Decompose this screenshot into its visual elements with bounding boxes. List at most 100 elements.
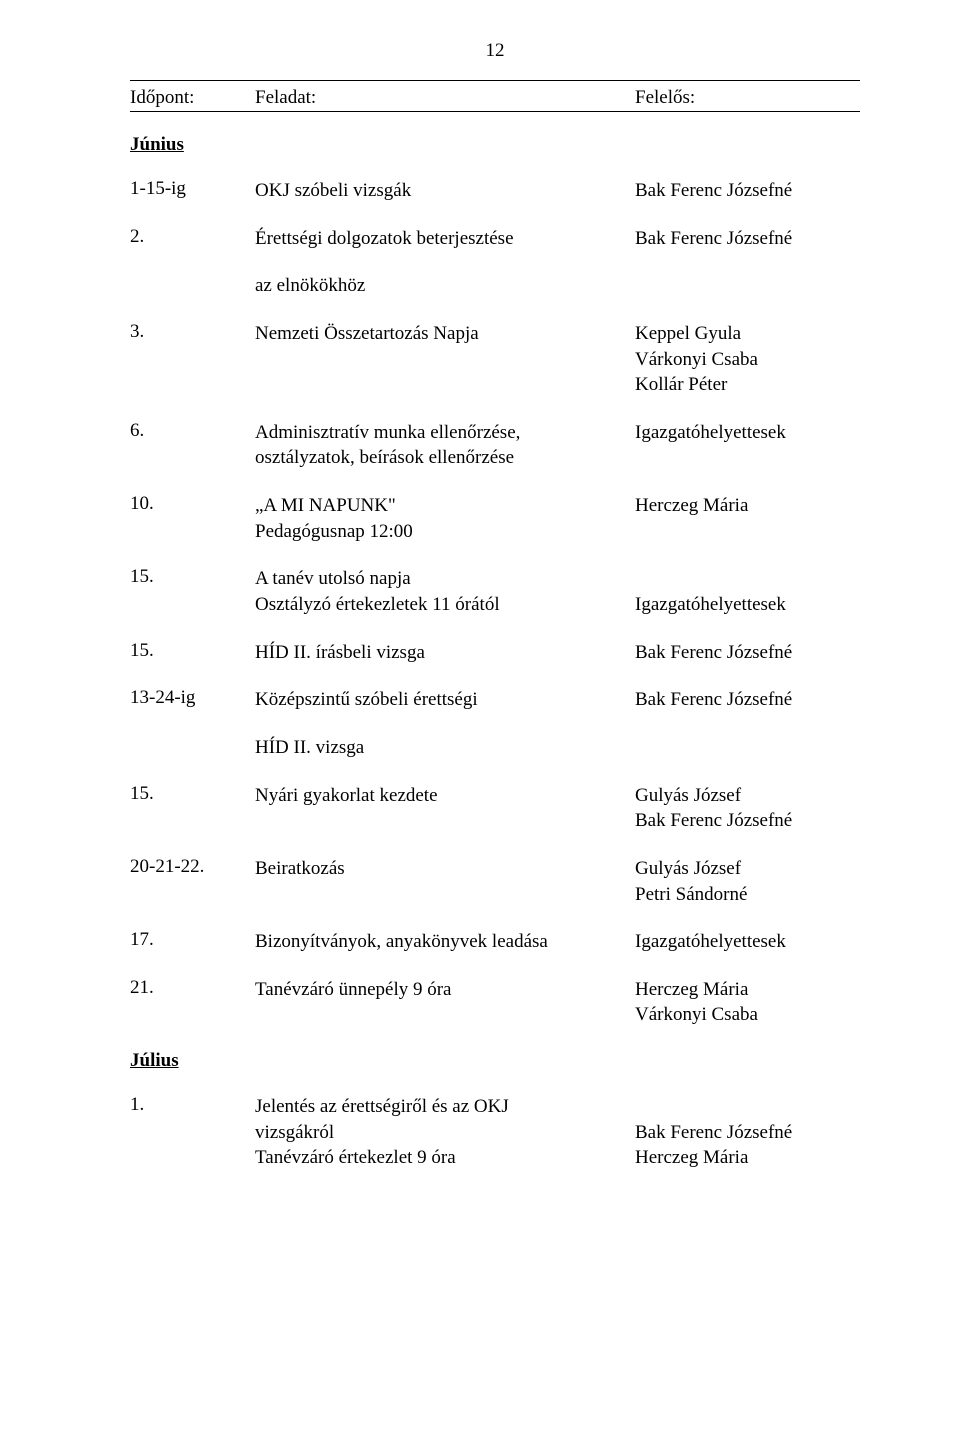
task-line: vizsgákról (255, 1120, 635, 1146)
task-cell: A tanév utolsó napjaOsztályzó értekezlet… (255, 566, 635, 617)
responsible-cell: Keppel GyulaVárkonyi CsabaKollár Péter (635, 321, 860, 398)
date-cell: 1. (130, 1094, 255, 1116)
task-line: „A MI NAPUNK" (255, 493, 635, 519)
table-row: 10.„A MI NAPUNK"Pedagógusnap 12:00Hercze… (130, 493, 860, 544)
task-cell: HÍD II. írásbeli vizsga (255, 640, 635, 666)
task-line: az elnökökhöz (255, 273, 635, 299)
responsible-cell: Igazgatóhelyettesek (635, 929, 860, 955)
responsible-line: Igazgatóhelyettesek (635, 592, 860, 618)
table-row: 3.Nemzeti Összetartozás NapjaKeppel Gyul… (130, 321, 860, 398)
responsible-line: Bak Ferenc Józsefné (635, 808, 860, 834)
task-cell: Beiratkozás (255, 856, 635, 882)
date-cell: 13-24-ig (130, 687, 255, 709)
table-row: 1.Jelentés az érettségiről és az OKJvizs… (130, 1094, 860, 1171)
task-line: Adminisztratív munka ellenőrzése, (255, 420, 635, 446)
responsible-line: Bak Ferenc Józsefné (635, 1120, 860, 1146)
page: 12 Időpont: Feladat: Felelős: Június 1-1… (0, 0, 960, 1440)
table-row: 13-24-igKözépszintű szóbeli érettségiBak… (130, 687, 860, 713)
task-cell: Jelentés az érettségiről és az OKJvizsgá… (255, 1094, 635, 1171)
header-responsible: Felelős: (635, 87, 860, 109)
responsible-cell: Gulyás JózsefPetri Sándorné (635, 856, 860, 907)
task-cell: Érettségi dolgozatok beterjesztése (255, 226, 635, 252)
responsible-line: Kollár Péter (635, 372, 860, 398)
task-line: Középszintű szóbeli érettségi (255, 687, 635, 713)
table-row: 15.HÍD II. írásbeli vizsgaBak Ferenc Józ… (130, 640, 860, 666)
task-cell: Tanévzáró ünnepély 9 óra (255, 977, 635, 1003)
responsible-line: Várkonyi Csaba (635, 1002, 860, 1028)
divider-bottom (130, 111, 860, 112)
date-cell: 10. (130, 493, 255, 515)
task-cell: „A MI NAPUNK"Pedagógusnap 12:00 (255, 493, 635, 544)
column-headers: Időpont: Feladat: Felelős: (130, 87, 860, 109)
page-number: 12 (130, 40, 860, 62)
task-cell: OKJ szóbeli vizsgák (255, 178, 635, 204)
task-line: Pedagógusnap 12:00 (255, 519, 635, 545)
responsible-line: Petri Sándorné (635, 882, 860, 908)
table-row: 20-21-22.BeiratkozásGulyás JózsefPetri S… (130, 856, 860, 907)
date-cell: 1-15-ig (130, 178, 255, 200)
responsible-line: Herczeg Mária (635, 493, 860, 519)
date-cell: 2. (130, 226, 255, 248)
header-task: Feladat: (255, 87, 635, 109)
task-cell: Bizonyítványok, anyakönyvek leadása (255, 929, 635, 955)
task-line: Érettségi dolgozatok beterjesztése (255, 226, 635, 252)
task-cell: Nemzeti Összetartozás Napja (255, 321, 635, 347)
date-cell: 3. (130, 321, 255, 343)
date-cell: 17. (130, 929, 255, 951)
task-line: Bizonyítványok, anyakönyvek leadása (255, 929, 635, 955)
table-row: 2.Érettségi dolgozatok beterjesztéseBak … (130, 226, 860, 252)
responsible-line (635, 566, 860, 592)
responsible-cell: Herczeg Mária (635, 493, 860, 519)
responsible-cell: Bak Ferenc Józsefné (635, 178, 860, 204)
table-row: 21.Tanévzáró ünnepély 9 óraHerczeg Mária… (130, 977, 860, 1028)
task-line: Jelentés az érettségiről és az OKJ (255, 1094, 635, 1120)
task-line: Beiratkozás (255, 856, 635, 882)
divider-top (130, 80, 860, 81)
task-cell: az elnökökhöz (255, 273, 635, 299)
month-heading-june: Június (130, 134, 860, 156)
table-row: 1-15-igOKJ szóbeli vizsgákBak Ferenc Józ… (130, 178, 860, 204)
responsible-line: Igazgatóhelyettesek (635, 929, 860, 955)
responsible-cell: Herczeg MáriaVárkonyi Csaba (635, 977, 860, 1028)
responsible-line: Herczeg Mária (635, 977, 860, 1003)
task-cell: Adminisztratív munka ellenőrzése,osztály… (255, 420, 635, 471)
responsible-line: Keppel Gyula (635, 321, 860, 347)
task-cell: HÍD II. vizsga (255, 735, 635, 761)
table-row: az elnökökhöz (130, 273, 860, 299)
responsible-line: Herczeg Mária (635, 1145, 860, 1171)
responsible-cell: Bak Ferenc JózsefnéHerczeg Mária (635, 1094, 860, 1171)
task-line: Tanévzáró értekezlet 9 óra (255, 1145, 635, 1171)
responsible-cell: Igazgatóhelyettesek (635, 566, 860, 617)
table-row: 15.Nyári gyakorlat kezdeteGulyás JózsefB… (130, 783, 860, 834)
task-cell: Középszintű szóbeli érettségi (255, 687, 635, 713)
date-cell: 6. (130, 420, 255, 442)
rows-july: 1.Jelentés az érettségiről és az OKJvizs… (130, 1094, 860, 1171)
task-line: Nyári gyakorlat kezdete (255, 783, 635, 809)
date-cell: 21. (130, 977, 255, 999)
task-line: osztályzatok, beírások ellenőrzése (255, 445, 635, 471)
date-cell: 15. (130, 566, 255, 588)
month-heading-july: Július (130, 1050, 860, 1072)
task-line: Osztályzó értekezletek 11 órától (255, 592, 635, 618)
responsible-cell: Gulyás JózsefBak Ferenc Józsefné (635, 783, 860, 834)
table-row: HÍD II. vizsga (130, 735, 860, 761)
header-date: Időpont: (130, 87, 255, 109)
responsible-cell: Igazgatóhelyettesek (635, 420, 860, 446)
task-cell: Nyári gyakorlat kezdete (255, 783, 635, 809)
task-line: HÍD II. írásbeli vizsga (255, 640, 635, 666)
responsible-cell: Bak Ferenc Józsefné (635, 226, 860, 252)
responsible-cell: Bak Ferenc Józsefné (635, 687, 860, 713)
responsible-line: Bak Ferenc Józsefné (635, 640, 860, 666)
task-line: A tanév utolsó napja (255, 566, 635, 592)
date-cell: 15. (130, 640, 255, 662)
responsible-line (635, 1094, 860, 1120)
date-cell: 15. (130, 783, 255, 805)
table-row: 17.Bizonyítványok, anyakönyvek leadásaIg… (130, 929, 860, 955)
responsible-line: Bak Ferenc Józsefné (635, 178, 860, 204)
table-row: 6.Adminisztratív munka ellenőrzése,osztá… (130, 420, 860, 471)
responsible-line: Bak Ferenc Józsefné (635, 226, 860, 252)
responsible-cell: Bak Ferenc Józsefné (635, 640, 860, 666)
date-cell: 20-21-22. (130, 856, 255, 878)
task-line: HÍD II. vizsga (255, 735, 635, 761)
responsible-line: Gulyás József (635, 856, 860, 882)
